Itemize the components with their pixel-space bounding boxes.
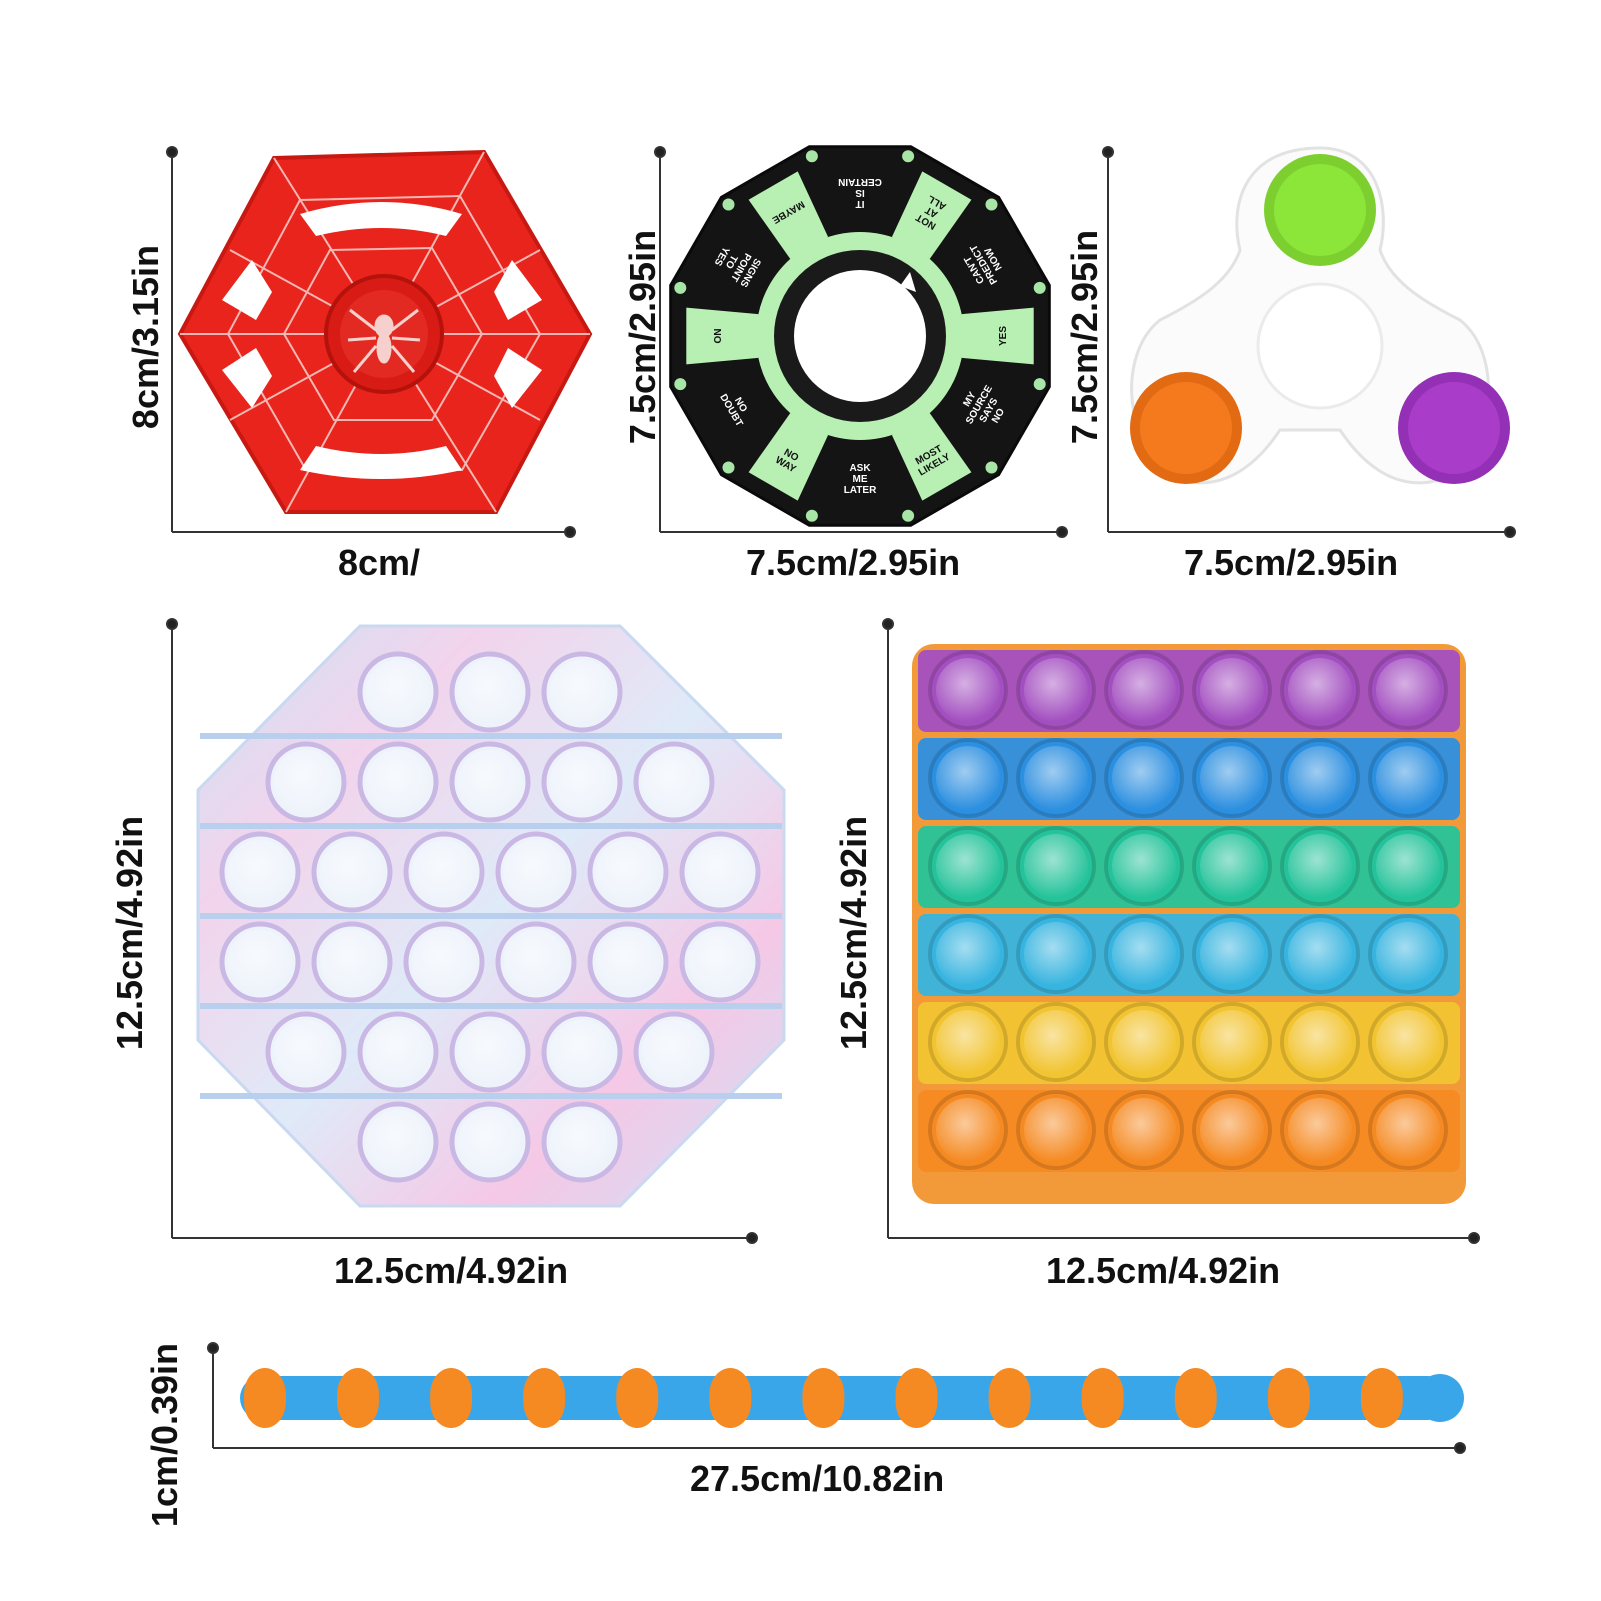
octagon-height-label: 12.5cm/4.92in [109, 815, 150, 1051]
snake-segment [802, 1368, 845, 1428]
wheel-segment [686, 307, 759, 365]
square-width-label: 12.5cm/4.92in [1046, 1250, 1281, 1291]
snake-segment [337, 1368, 379, 1428]
wheel-label: IT [856, 198, 865, 209]
dimension-lines [166, 146, 1516, 1454]
snake-segment [938, 1380, 976, 1416]
star-icon [805, 150, 818, 163]
wheel-height-label: 7.5cm/2.95in [622, 229, 663, 445]
snake-segment [286, 1380, 324, 1416]
wheel-label: LATER [844, 485, 877, 496]
star-icon [902, 509, 915, 522]
snake-segment [1310, 1380, 1348, 1416]
wheel-label: CERTAIN [838, 176, 882, 187]
wheel-label: IS [855, 187, 865, 198]
wheel-label: AT [924, 204, 940, 220]
dimple-height-label: 7.5cm/2.95in [1064, 229, 1105, 445]
wheel-label: ME [853, 474, 868, 485]
spider-web-spinner [177, 149, 593, 514]
snake-segment [988, 1368, 1031, 1428]
wheel-segment [748, 413, 829, 501]
star-icon [674, 281, 687, 294]
snake-segment [523, 1368, 566, 1428]
snake-segment [1267, 1368, 1310, 1428]
snake-segment [565, 1380, 603, 1416]
star-icon [1033, 378, 1046, 391]
snake-segment [616, 1368, 659, 1428]
wheel-segment [961, 307, 1034, 365]
star-icon [722, 461, 735, 474]
star-icon [674, 378, 687, 391]
wheel-segment [891, 171, 972, 259]
star-icon [985, 461, 998, 474]
wheel-segment [891, 413, 972, 501]
star-icon [985, 198, 998, 211]
rainbow-square-pop-it [912, 644, 1466, 1204]
dimple-width-label: 7.5cm/2.95in [1184, 542, 1399, 583]
star-icon [902, 150, 915, 163]
snake-segment [658, 1380, 697, 1416]
spider-height-label: 8cm/3.15in [125, 244, 166, 430]
octagon-width-label: 12.5cm/4.92in [334, 1250, 569, 1291]
spider-width-label: 8cm/ [338, 542, 421, 583]
snake-segment [1031, 1380, 1069, 1416]
snake-segment [751, 1380, 790, 1416]
snake-segment [244, 1368, 286, 1428]
spider-icon [347, 308, 421, 373]
snake-segment [379, 1380, 417, 1416]
wheel-label: YES [998, 326, 1009, 346]
wheel-segment [748, 171, 829, 259]
decision-wheel-spinner: ITISCERTAINNOTATALLCAN'TPREDICTNOWYESMYS… [669, 145, 1051, 527]
snake-segment [430, 1368, 473, 1428]
star-icon [1033, 281, 1046, 294]
wheel-label: ASK [849, 463, 871, 474]
snake-height-label: 1cm/0.39in [144, 1342, 185, 1528]
snake-segment [1124, 1380, 1162, 1416]
snake-segment [1174, 1368, 1217, 1428]
snake-segment [709, 1368, 752, 1428]
snake-segment [845, 1380, 883, 1416]
wacky-track-snake [240, 1368, 1464, 1428]
snake-segment [895, 1368, 938, 1428]
simple-dimple-spinner [1130, 146, 1510, 485]
wheel-width-label: 7.5cm/2.95in [746, 542, 961, 583]
star-icon [805, 509, 818, 522]
snake-segment [1081, 1368, 1124, 1428]
snake-width-label: 27.5cm/10.82in [690, 1458, 945, 1499]
snake-segment [472, 1380, 510, 1416]
wheel-label: NO [711, 329, 722, 344]
star-icon [722, 198, 735, 211]
square-height-label: 12.5cm/4.92in [833, 815, 874, 1051]
snake-segment [1360, 1368, 1403, 1428]
snake-segment [1217, 1380, 1255, 1416]
octagon-pop-it [196, 624, 786, 1208]
